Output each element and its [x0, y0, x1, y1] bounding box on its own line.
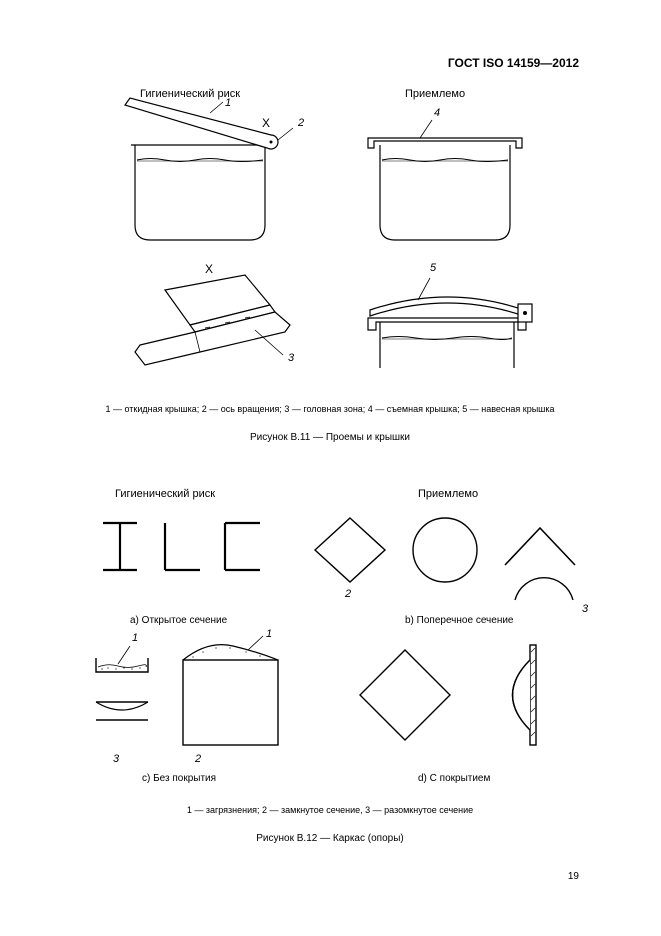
- fig11-caption: Рисунок В.11 — Проемы и крышки: [80, 432, 580, 443]
- fig12-callout-3-bottom: 3: [113, 753, 119, 765]
- fig12-caption: Рисунок В.12 — Каркас (опоры): [80, 833, 580, 844]
- fig11-legend: 1 — откидная крышка; 2 — ось вращения; 3…: [80, 404, 580, 414]
- fig12-coated: [345, 640, 585, 760]
- fig12-callout-1b: 1: [266, 628, 272, 640]
- fig11-right-title: Приемлемо: [405, 88, 465, 100]
- fig12-callout-2-top: 2: [345, 588, 351, 600]
- fig11-x-label-detail: X: [205, 262, 213, 276]
- fig11-detail-x: [135, 270, 305, 390]
- fig11-callout-2: 2: [298, 117, 304, 129]
- fig11-callout-5: 5: [430, 262, 436, 274]
- fig11-hinged-lid: [358, 270, 548, 390]
- fig12-sub-a: a) Открытое сечение: [130, 615, 227, 626]
- fig12-sub-c: c) Без покрытия: [142, 773, 216, 784]
- fig12-callout-2-bottom: 2: [195, 753, 201, 765]
- fig12-sub-d: d) С покрытием: [418, 773, 490, 784]
- page: ГОСТ ISO 14159—2012 Гигиенический риск П…: [0, 0, 661, 936]
- fig12-left-title: Гигиенический риск: [115, 488, 215, 500]
- fig11-callout-1: 1: [225, 97, 231, 109]
- page-number: 19: [568, 871, 579, 882]
- doc-header: ГОСТ ISO 14159—2012: [448, 56, 579, 70]
- fig11-left-container: [115, 110, 315, 260]
- fig12-callout-3-top: 3: [582, 603, 588, 615]
- fig12-callout-1a: 1: [132, 632, 138, 644]
- fig12-open-sections: [95, 515, 275, 585]
- fig12-uncoated: [88, 640, 298, 760]
- fig11-right-container: [360, 110, 540, 260]
- fig11-callout-4: 4: [434, 107, 440, 119]
- fig11-callout-3: 3: [288, 352, 294, 364]
- fig12-right-title: Приемлемо: [418, 488, 478, 500]
- fig12-sub-b: b) Поперечное сечение: [405, 615, 514, 626]
- fig12-legend: 1 — загрязнения; 2 — замкнутое сечение, …: [80, 805, 580, 815]
- fig11-x-label-top: X: [262, 116, 270, 130]
